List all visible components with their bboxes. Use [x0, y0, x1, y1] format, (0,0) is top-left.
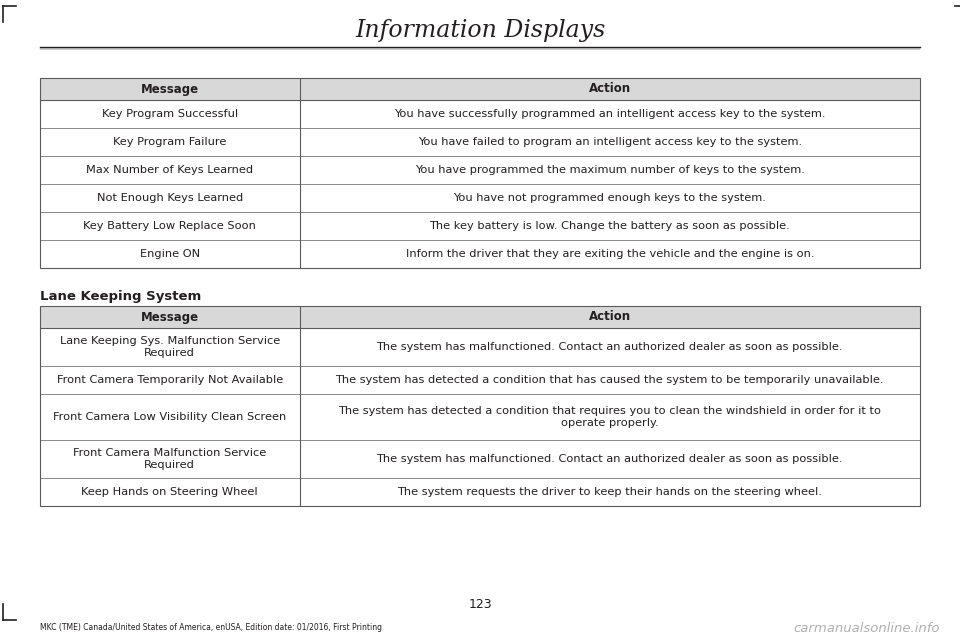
Bar	[40, 78, 920, 100]
Text: Message: Message	[141, 311, 199, 323]
Text: The system has detected a condition that requires you to clean the windshield in: The system has detected a condition that…	[338, 406, 881, 428]
Text: Front Camera Malfunction Service
Required: Front Camera Malfunction Service Require…	[73, 448, 267, 470]
Text: carmanualsonline.info: carmanualsonline.info	[794, 622, 940, 635]
Bar	[40, 306, 920, 328]
Text: The system has malfunctioned. Contact an authorized dealer as soon as possible.: The system has malfunctioned. Contact an…	[376, 454, 843, 464]
Text: Keep Hands on Steering Wheel: Keep Hands on Steering Wheel	[82, 487, 258, 497]
Text: The key battery is low. Change the battery as soon as possible.: The key battery is low. Change the batte…	[429, 221, 790, 231]
Text: You have not programmed enough keys to the system.: You have not programmed enough keys to t…	[453, 193, 766, 203]
Text: 123: 123	[468, 597, 492, 610]
Text: Front Camera Temporarily Not Available: Front Camera Temporarily Not Available	[57, 375, 283, 385]
Text: Not Enough Keys Learned: Not Enough Keys Learned	[97, 193, 243, 203]
Text: The system requests the driver to keep their hands on the steering wheel.: The system requests the driver to keep t…	[397, 487, 822, 497]
Text: Action: Action	[588, 82, 631, 96]
Text: You have successfully programmed an intelligent access key to the system.: You have successfully programmed an inte…	[394, 109, 826, 119]
Text: Max Number of Keys Learned: Max Number of Keys Learned	[86, 165, 253, 175]
Text: Key Program Successful: Key Program Successful	[102, 109, 238, 119]
Text: You have programmed the maximum number of keys to the system.: You have programmed the maximum number o…	[415, 165, 804, 175]
Text: The system has malfunctioned. Contact an authorized dealer as soon as possible.: The system has malfunctioned. Contact an…	[376, 342, 843, 352]
Text: MKC (TME) Canada/United States of America, enUSA, Edition date: 01/2016, First P: MKC (TME) Canada/United States of Americ…	[40, 624, 382, 633]
Text: Lane Keeping System: Lane Keeping System	[40, 290, 202, 303]
Bar	[40, 306, 920, 506]
Text: Lane Keeping Sys. Malfunction Service
Required: Lane Keeping Sys. Malfunction Service Re…	[60, 336, 280, 358]
Text: Inform the driver that they are exiting the vehicle and the engine is on.: Inform the driver that they are exiting …	[405, 249, 814, 259]
Text: Key Program Failure: Key Program Failure	[113, 137, 227, 147]
Text: Message: Message	[141, 82, 199, 96]
Text: You have failed to program an intelligent access key to the system.: You have failed to program an intelligen…	[418, 137, 802, 147]
Text: Action: Action	[588, 311, 631, 323]
Text: Front Camera Low Visibility Clean Screen: Front Camera Low Visibility Clean Screen	[53, 412, 286, 422]
Bar	[40, 78, 920, 268]
Text: Information Displays: Information Displays	[355, 19, 605, 42]
Text: Engine ON: Engine ON	[140, 249, 200, 259]
Text: The system has detected a condition that has caused the system to be temporarily: The system has detected a condition that…	[336, 375, 884, 385]
Text: Key Battery Low Replace Soon: Key Battery Low Replace Soon	[84, 221, 256, 231]
